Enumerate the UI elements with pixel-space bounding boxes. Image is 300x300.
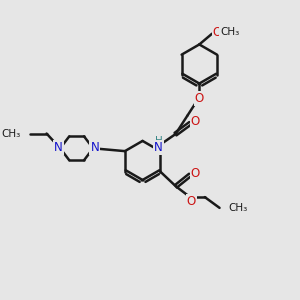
Text: O: O [213, 26, 222, 39]
Text: CH₃: CH₃ [220, 27, 239, 37]
Text: N: N [154, 141, 163, 154]
Text: O: O [195, 92, 204, 105]
Text: N: N [54, 141, 63, 154]
Text: O: O [190, 167, 200, 180]
Text: CH₃: CH₃ [229, 203, 248, 213]
Text: N: N [90, 141, 99, 154]
Text: O: O [187, 195, 196, 208]
Text: CH₃: CH₃ [2, 128, 21, 139]
Text: O: O [191, 116, 200, 128]
Text: H: H [154, 136, 162, 146]
